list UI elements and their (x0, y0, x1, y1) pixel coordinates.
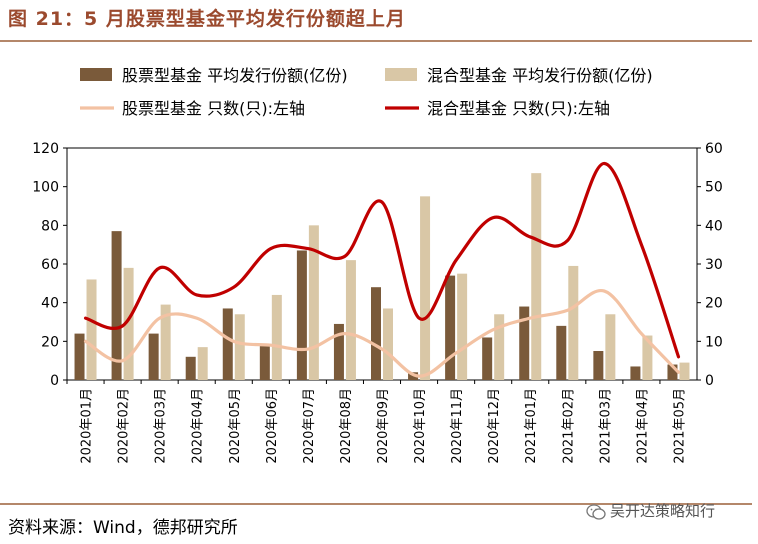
x-tick-label: 2021年03月 (598, 388, 613, 464)
bar-stock (259, 345, 270, 380)
x-tick-label: 2020年05月 (228, 388, 243, 464)
legend-stock-bar-label: 股票型基金 平均发行份额(亿份) (122, 66, 348, 85)
x-tick-label: 2020年03月 (154, 388, 169, 464)
line-mixed-count (83, 161, 681, 359)
y-right-tick-label: 40 (705, 218, 723, 234)
bar-stock (482, 337, 493, 380)
y-right-tick-label: 50 (705, 180, 723, 196)
y-right-tick-label: 30 (705, 257, 723, 273)
x-tick-label: 2020年12月 (487, 388, 502, 464)
y-right-tick-label: 10 (705, 334, 723, 350)
title-divider (0, 40, 752, 42)
x-tick-label: 2021年04月 (635, 388, 650, 464)
bar-stock (148, 333, 159, 380)
x-tick-label: 2020年04月 (191, 388, 206, 464)
bar-mixed (271, 294, 282, 380)
bar-stock (74, 333, 85, 380)
x-tick-label: 2020年07月 (302, 388, 317, 464)
bar-stock (445, 275, 456, 380)
x-tick-label: 2020年08月 (339, 388, 354, 464)
bar-stock (519, 306, 530, 380)
x-tick-label: 2020年11月 (450, 388, 465, 464)
x-tick-label: 2020年02月 (117, 388, 132, 464)
source-note: 资料来源：Wind，德邦研究所 (8, 518, 238, 538)
bar-mixed (605, 314, 616, 380)
bar-mixed (383, 308, 393, 380)
y-left-tick-label: 80 (41, 218, 59, 234)
bar-mixed (531, 173, 542, 380)
legend-mixed-line-label: 混合型基金 只数(只):左轴 (427, 99, 610, 118)
y-right-tick-label: 60 (705, 141, 723, 157)
bar-stock (371, 287, 381, 380)
y-right-tick-label: 20 (705, 296, 723, 312)
bar-mixed (234, 314, 245, 380)
x-tick-label: 2020年09月 (376, 388, 391, 464)
bar-stock (333, 323, 344, 380)
bar-stock (630, 366, 641, 380)
bar-mixed (642, 335, 653, 380)
bar-stock (667, 364, 678, 380)
watermark: 吴开达策略知行 (586, 500, 715, 521)
bar-mixed (123, 267, 134, 380)
wechat-icon (586, 503, 606, 520)
x-tick-label: 2021年01月 (524, 388, 539, 464)
bar-stock (593, 351, 604, 380)
legend-stock-line-label: 股票型基金 只数(只):左轴 (122, 99, 305, 118)
chart-title: 图 21：5 月股票型基金平均发行份额超上月 (8, 8, 406, 30)
bar-stock (556, 325, 567, 380)
bar-mixed (420, 196, 431, 380)
bar-mixed (308, 225, 319, 380)
y-right-tick-label: 0 (705, 373, 714, 389)
bar-mixed (457, 273, 468, 380)
x-tick-label: 2020年10月 (413, 388, 428, 464)
legend-stock-bar-swatch (80, 68, 112, 81)
chart-canvas: 股票型基金 平均发行份额(亿份) 混合型基金 平均发行份额(亿份) 股票型基金 只数… (32, 66, 723, 464)
bar-mixed (679, 362, 690, 380)
y-left-tick-label: 0 (50, 373, 59, 389)
watermark-text: 吴开达策略知行 (610, 502, 716, 520)
y-left-tick-label: 120 (32, 141, 59, 157)
legend-mixed-bar-label: 混合型基金 平均发行份额(亿份) (427, 66, 653, 85)
x-tick-label: 2020年01月 (80, 388, 95, 464)
plot-area: 0 20 40 60 80 100 120 0 10 20 30 40 50 60 2020年01月 2020… (32, 141, 723, 464)
y-left-tick-label: 100 (32, 180, 59, 196)
bar-mixed (86, 279, 97, 380)
bar-mixed (197, 347, 208, 380)
source-divider (0, 503, 752, 505)
bar-stock (222, 308, 233, 380)
x-tick-label: 2021年05月 (672, 388, 687, 464)
y-left-tick-label: 60 (41, 257, 59, 273)
bar-mixed (345, 260, 356, 380)
bar-mixed (494, 314, 505, 380)
bar-mixed (160, 304, 171, 380)
bar-stock (185, 356, 196, 380)
bar-stock (111, 231, 122, 380)
legend: 股票型基金 平均发行份额(亿份) 混合型基金 平均发行份额(亿份) 股票型基金 只数… (80, 66, 653, 118)
bar-stock (296, 250, 307, 380)
line-stock-count (83, 289, 681, 378)
y-left-tick-label: 40 (41, 296, 59, 312)
x-tick-label: 2020年06月 (265, 388, 280, 464)
bar-mixed (568, 265, 579, 380)
y-left-tick-label: 20 (41, 334, 59, 350)
x-tick-label: 2021年02月 (561, 388, 576, 464)
legend-mixed-bar-swatch (385, 68, 417, 81)
